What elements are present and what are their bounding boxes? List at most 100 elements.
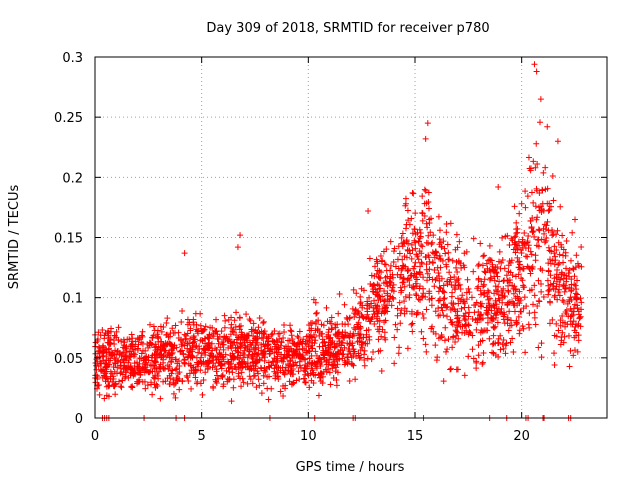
- data-point: [545, 207, 552, 214]
- data-point: [252, 360, 259, 367]
- data-point: [366, 336, 373, 343]
- data-point: [551, 350, 558, 357]
- data-point: [514, 258, 521, 265]
- data-point: [573, 295, 580, 302]
- data-point: [475, 275, 482, 282]
- data-point: [270, 338, 277, 345]
- data-point: [548, 227, 555, 234]
- data-point: [107, 357, 114, 364]
- data-point: [175, 334, 182, 341]
- data-point: [200, 346, 207, 353]
- data-point: [256, 356, 263, 363]
- data-point: [335, 335, 342, 342]
- data-point: [573, 329, 580, 336]
- data-point: [163, 319, 170, 326]
- data-point: [217, 352, 224, 359]
- data-point: [99, 326, 106, 333]
- data-point: [310, 331, 317, 338]
- data-point: [236, 314, 243, 321]
- data-point: [357, 293, 364, 300]
- data-point: [532, 203, 539, 210]
- data-point: [575, 337, 582, 344]
- data-point: [456, 238, 463, 245]
- data-point: [541, 239, 548, 246]
- data-point: [332, 324, 339, 331]
- data-point: [235, 364, 242, 371]
- data-point: [428, 215, 435, 222]
- data-point: [510, 285, 517, 292]
- data-point: [391, 334, 398, 341]
- data-point: [326, 346, 333, 353]
- data-point: [230, 384, 237, 391]
- data-point: [479, 337, 486, 344]
- data-point: [275, 346, 282, 353]
- data-point: [323, 304, 330, 311]
- data-point: [528, 189, 535, 196]
- data-point: [209, 383, 216, 390]
- data-point: [114, 364, 121, 371]
- data-point: [410, 265, 417, 272]
- data-point: [495, 339, 502, 346]
- data-point: [449, 344, 456, 351]
- data-point: [316, 355, 323, 362]
- data-point: [221, 312, 228, 319]
- data-point: [490, 350, 497, 357]
- data-points: [92, 61, 585, 421]
- data-point: [232, 324, 239, 331]
- data-point: [412, 259, 419, 266]
- data-point: [273, 355, 280, 362]
- data-point: [497, 332, 504, 339]
- data-point: [368, 272, 375, 279]
- data-point: [131, 351, 138, 358]
- data-point: [412, 280, 419, 287]
- data-point: [399, 262, 406, 269]
- data-point: [396, 299, 403, 306]
- data-point: [432, 276, 439, 283]
- data-point: [199, 328, 206, 335]
- data-point: [517, 266, 524, 273]
- data-point: [563, 238, 570, 245]
- data-point: [388, 302, 395, 309]
- data-point: [381, 319, 388, 326]
- data-point: [113, 328, 120, 335]
- data-point: [212, 376, 219, 383]
- data-point: [184, 374, 191, 381]
- data-point: [554, 296, 561, 303]
- data-point: [172, 322, 179, 329]
- data-point: [356, 337, 363, 344]
- data-point: [402, 225, 409, 232]
- data-point: [420, 335, 427, 342]
- data-point: [516, 330, 523, 337]
- data-point: [533, 242, 540, 249]
- data-point: [540, 293, 547, 300]
- data-point: [432, 308, 439, 315]
- data-point: [451, 274, 458, 281]
- data-point: [442, 250, 449, 257]
- data-point: [218, 362, 225, 369]
- data-point: [286, 378, 293, 385]
- data-point: [400, 275, 407, 282]
- data-point: [239, 359, 246, 366]
- data-point: [455, 257, 462, 264]
- data-point: [507, 339, 514, 346]
- data-point: [528, 251, 535, 258]
- data-point: [505, 287, 512, 294]
- data-point: [150, 374, 157, 381]
- data-point: [533, 140, 540, 147]
- data-point: [410, 190, 417, 197]
- data-point: [465, 285, 472, 292]
- data-point: [398, 307, 405, 314]
- data-point: [405, 267, 412, 274]
- data-point: [145, 344, 152, 351]
- data-point: [183, 372, 190, 379]
- data-point: [408, 241, 415, 248]
- data-point: [437, 334, 444, 341]
- data-point: [155, 335, 162, 342]
- data-point: [537, 265, 544, 272]
- data-point: [121, 353, 128, 360]
- data-point: [425, 205, 432, 212]
- data-point: [484, 287, 491, 294]
- data-point: [134, 380, 141, 387]
- data-point: [356, 334, 363, 341]
- data-point: [352, 306, 359, 313]
